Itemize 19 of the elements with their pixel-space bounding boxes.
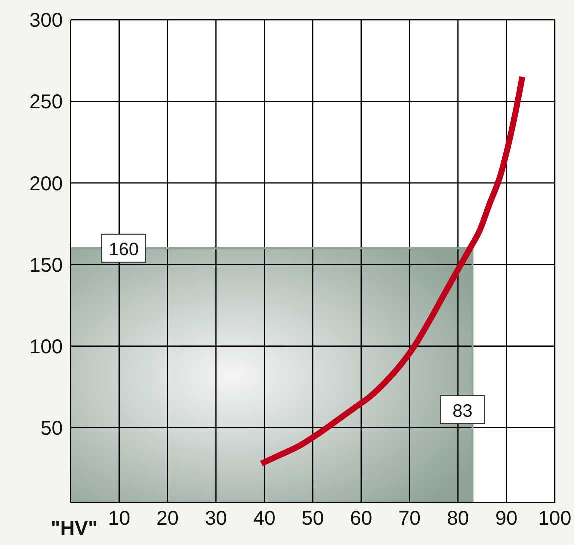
x-axis-title: "HV" bbox=[51, 518, 98, 540]
y-tick-label: 300 bbox=[30, 10, 63, 32]
x-tick-label: 70 bbox=[398, 508, 421, 530]
y-tick-label: 150 bbox=[30, 254, 63, 277]
x-tick-label: 80 bbox=[447, 508, 470, 530]
y-tick-label: 250 bbox=[30, 92, 63, 114]
x-tick-label: 60 bbox=[350, 508, 373, 530]
ref-line-label: 83 bbox=[452, 401, 473, 421]
x-tick-label: 30 bbox=[205, 508, 228, 530]
x-tick-label: 50 bbox=[302, 508, 324, 530]
x-tick-label: 90 bbox=[495, 508, 518, 530]
x-tick-label: 10 bbox=[108, 508, 131, 530]
ref-line-label: 160 bbox=[108, 239, 140, 260]
y-tick-label: 200 bbox=[30, 173, 63, 196]
y-tick-label: 50 bbox=[40, 418, 63, 440]
x-tick-label: 20 bbox=[156, 508, 179, 530]
x-tick-label: 40 bbox=[253, 508, 276, 530]
x-tick-label: 100 bbox=[538, 508, 572, 530]
y-tick-label: 100 bbox=[30, 336, 63, 358]
